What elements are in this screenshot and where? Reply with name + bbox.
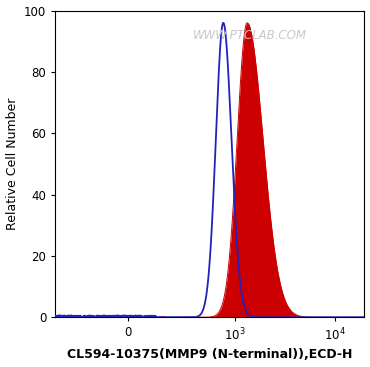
X-axis label: CL594-10375(MMP9 (N-terminal)),ECD-H: CL594-10375(MMP9 (N-terminal)),ECD-H bbox=[67, 348, 353, 361]
Y-axis label: Relative Cell Number: Relative Cell Number bbox=[6, 98, 18, 230]
Text: WWW.PTCLAB.COM: WWW.PTCLAB.COM bbox=[193, 29, 307, 41]
